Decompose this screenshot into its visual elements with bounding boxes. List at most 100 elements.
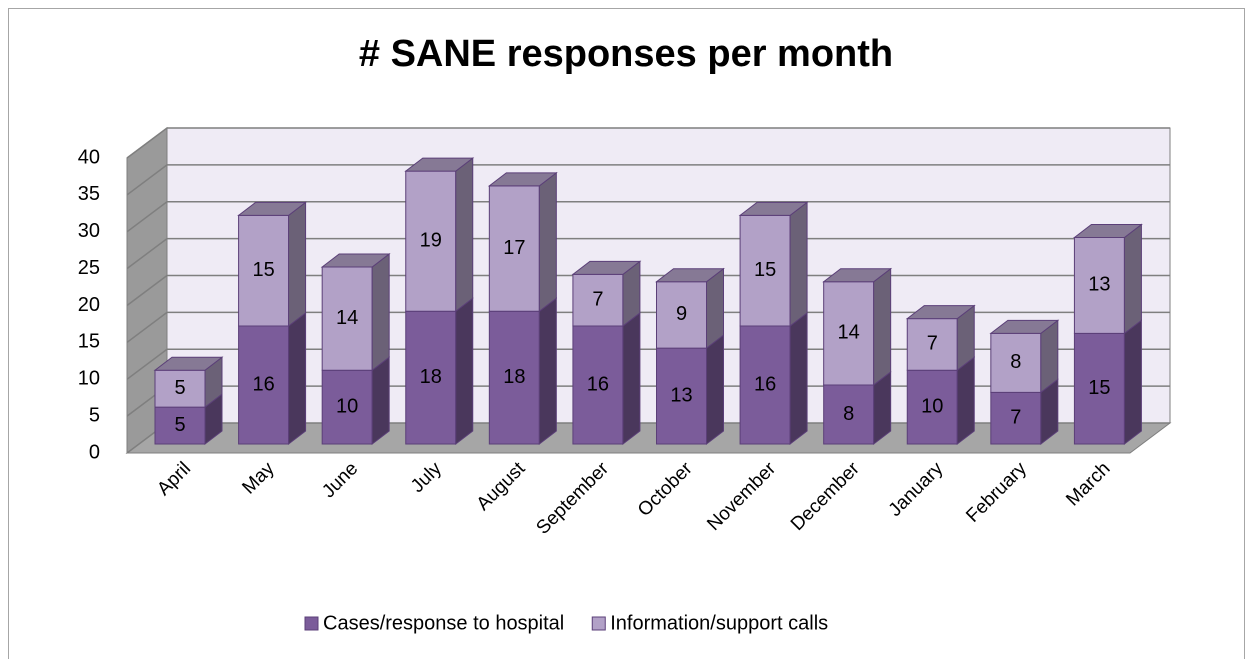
bar-top	[738, 201, 809, 216]
bar	[404, 157, 475, 313]
y-tick-label: 0	[89, 441, 100, 463]
data-label: 10	[921, 395, 943, 417]
y-tick-label: 10	[78, 368, 100, 390]
data-label: 15	[1088, 377, 1110, 399]
legend-label: Information/support calls	[610, 612, 828, 634]
data-label: 15	[252, 259, 274, 281]
bar-top	[1072, 224, 1143, 238]
bar	[822, 267, 893, 387]
data-label: 5	[174, 414, 185, 436]
bar-front	[1073, 332, 1125, 445]
bar-side	[288, 201, 307, 328]
bar-top	[905, 305, 976, 320]
bar-side	[706, 334, 724, 446]
legend-swatch	[304, 616, 319, 631]
data-label: 18	[503, 366, 525, 388]
bar-top	[655, 268, 725, 283]
bar-front	[739, 214, 791, 327]
bar	[905, 304, 976, 372]
bar	[572, 311, 641, 446]
bar	[1073, 319, 1142, 446]
data-label: 18	[420, 366, 442, 388]
data-label: 19	[420, 229, 442, 251]
bar-side	[706, 267, 724, 350]
bar	[405, 297, 474, 446]
legend: Cases/response to hospital Information/su…	[304, 612, 828, 634]
bar	[823, 370, 892, 446]
bar-front	[321, 266, 373, 371]
data-label: 7	[1010, 406, 1021, 428]
bar-side	[538, 297, 557, 446]
bar-side	[538, 171, 557, 313]
bar-front	[154, 406, 206, 445]
bar	[571, 260, 642, 328]
bar-side	[873, 267, 892, 387]
bar-top	[404, 157, 475, 172]
bar-side	[1123, 319, 1142, 446]
legend-label: Cases/response to hospital	[323, 612, 564, 634]
y-tick-label: 25	[78, 257, 100, 279]
bar-top	[989, 319, 1060, 334]
bar-front	[823, 384, 875, 445]
bar-side	[371, 356, 390, 446]
y-tick-label: 20	[78, 294, 100, 316]
bar-front	[321, 369, 373, 445]
bar-side	[956, 356, 975, 446]
plot-area: 051015202530354055April1615May1014June18…	[78, 127, 1172, 539]
bar-side	[288, 311, 307, 446]
bar	[655, 267, 725, 350]
bar-front	[488, 185, 540, 312]
grid-line	[126, 164, 1170, 196]
legend-swatch	[591, 616, 606, 631]
bar	[320, 252, 391, 372]
bar-front	[1073, 237, 1125, 334]
data-label: 5	[174, 377, 185, 399]
bar-front	[990, 332, 1042, 393]
grid-line	[126, 201, 1170, 233]
y-tick-label: 40	[78, 146, 100, 168]
bar	[487, 171, 558, 313]
data-label: 7	[927, 333, 938, 355]
bar-front	[990, 391, 1042, 445]
bar-side	[789, 311, 808, 446]
bar-front	[238, 325, 290, 445]
bar	[989, 319, 1060, 394]
bar-side	[789, 201, 808, 328]
bar-side	[455, 297, 474, 446]
data-label: 16	[754, 373, 776, 395]
data-label: 8	[1010, 351, 1021, 373]
data-label: 7	[592, 288, 603, 310]
bar-top	[571, 260, 642, 275]
bar	[656, 334, 724, 446]
chart-title: # SANE responses per month	[359, 33, 893, 75]
y-tick-label: 30	[78, 220, 100, 242]
bar-side	[622, 311, 641, 446]
data-label: 14	[838, 322, 860, 344]
bar-front	[906, 369, 958, 445]
bar-front	[739, 325, 791, 445]
bar-front	[656, 281, 707, 349]
data-label: 13	[670, 384, 692, 406]
bar	[153, 356, 224, 409]
y-tick-label: 5	[89, 404, 100, 426]
data-label: 15	[754, 259, 776, 281]
data-label: 16	[252, 373, 274, 395]
bar	[990, 378, 1059, 446]
bar	[321, 356, 390, 446]
bar	[906, 356, 975, 446]
grid-line	[126, 127, 1170, 159]
bar-front	[238, 214, 290, 327]
grid-line	[126, 237, 1170, 270]
data-label: 13	[1088, 274, 1110, 296]
data-label: 8	[843, 403, 854, 425]
data-label: 14	[336, 307, 358, 329]
bar	[154, 393, 223, 446]
data-label: 16	[587, 373, 609, 395]
bar	[237, 201, 308, 328]
bar-side	[455, 157, 474, 313]
y-tick-label: 15	[78, 331, 100, 353]
bar	[738, 201, 809, 328]
data-label: 9	[676, 303, 687, 325]
bar-top	[487, 172, 558, 187]
